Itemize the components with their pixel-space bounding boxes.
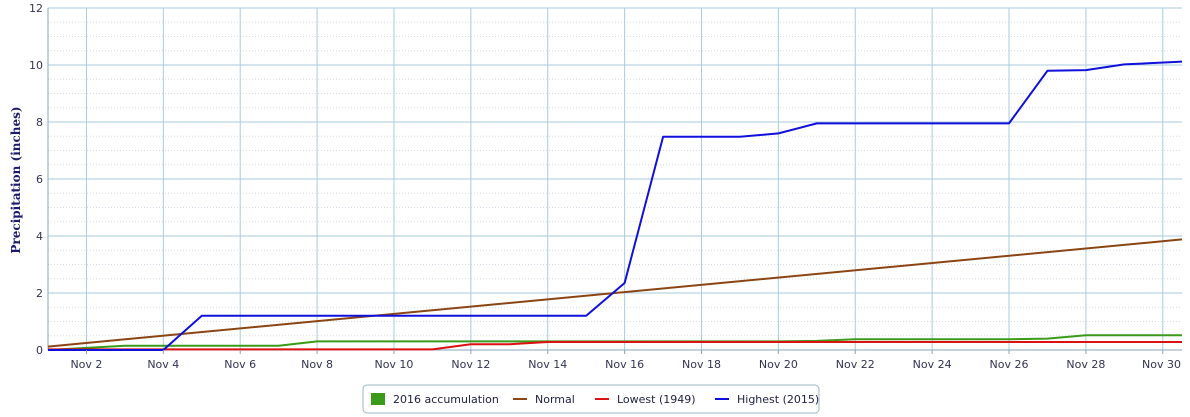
y-tick-label: 0 <box>36 344 43 357</box>
x-tick-label: Nov 18 <box>682 358 721 371</box>
y-tick-label: 2 <box>36 287 43 300</box>
series-line-lowest-1949 <box>48 341 1182 351</box>
x-axis-ticks: Nov 2 Nov 4 Nov 6 Nov 8 Nov 10 Nov 12 Nov 14 No… <box>70 350 1181 371</box>
x-tick-label: Nov 24 <box>913 358 952 371</box>
y-tick-label: 4 <box>36 230 43 243</box>
legend-entry-label: 2016 accumulation <box>393 393 499 406</box>
x-tick-label: Nov 8 <box>301 358 333 371</box>
y-axis-label: Precipitation (inches) <box>9 106 23 253</box>
x-tick-label: Nov 16 <box>605 358 644 371</box>
x-tick-label: Nov 10 <box>374 358 413 371</box>
series-line-highest-2015 <box>48 60 1183 351</box>
x-tick-label: Nov 26 <box>990 358 1029 371</box>
legend-entry-label: Normal <box>535 393 575 406</box>
y-tick-label: 10 <box>29 59 43 72</box>
grid-lines <box>48 7 1182 351</box>
x-tick-label: Nov 12 <box>451 358 490 371</box>
series-lines <box>47 60 1183 351</box>
x-tick-label: Nov 22 <box>836 358 875 371</box>
legend-swatch <box>371 393 385 405</box>
x-tick-label: Nov 14 <box>528 358 567 371</box>
x-tick-label: Nov 28 <box>1066 358 1105 371</box>
series-line-normal <box>47 238 1183 348</box>
y-axis-ticks: 0 2 4 6 8 10 12 <box>29 2 43 357</box>
legend-entry-label: Highest (2015) <box>737 393 819 406</box>
y-tick-label: 8 <box>36 116 43 129</box>
x-tick-label: Nov 6 <box>224 358 256 371</box>
x-tick-label: Nov 2 <box>70 358 102 371</box>
legend: 2016 accumulation Normal Lowest (1949) High… <box>362 384 820 414</box>
y-tick-label: 6 <box>36 173 43 186</box>
x-tick-label: Nov 4 <box>147 358 179 371</box>
legend-entry-label: Lowest (1949) <box>617 393 696 406</box>
y-tick-label: 12 <box>29 2 43 15</box>
x-tick-label: Nov 20 <box>759 358 798 371</box>
legend-box <box>362 384 820 414</box>
x-tick-label: Nov 30 <box>1142 358 1181 371</box>
